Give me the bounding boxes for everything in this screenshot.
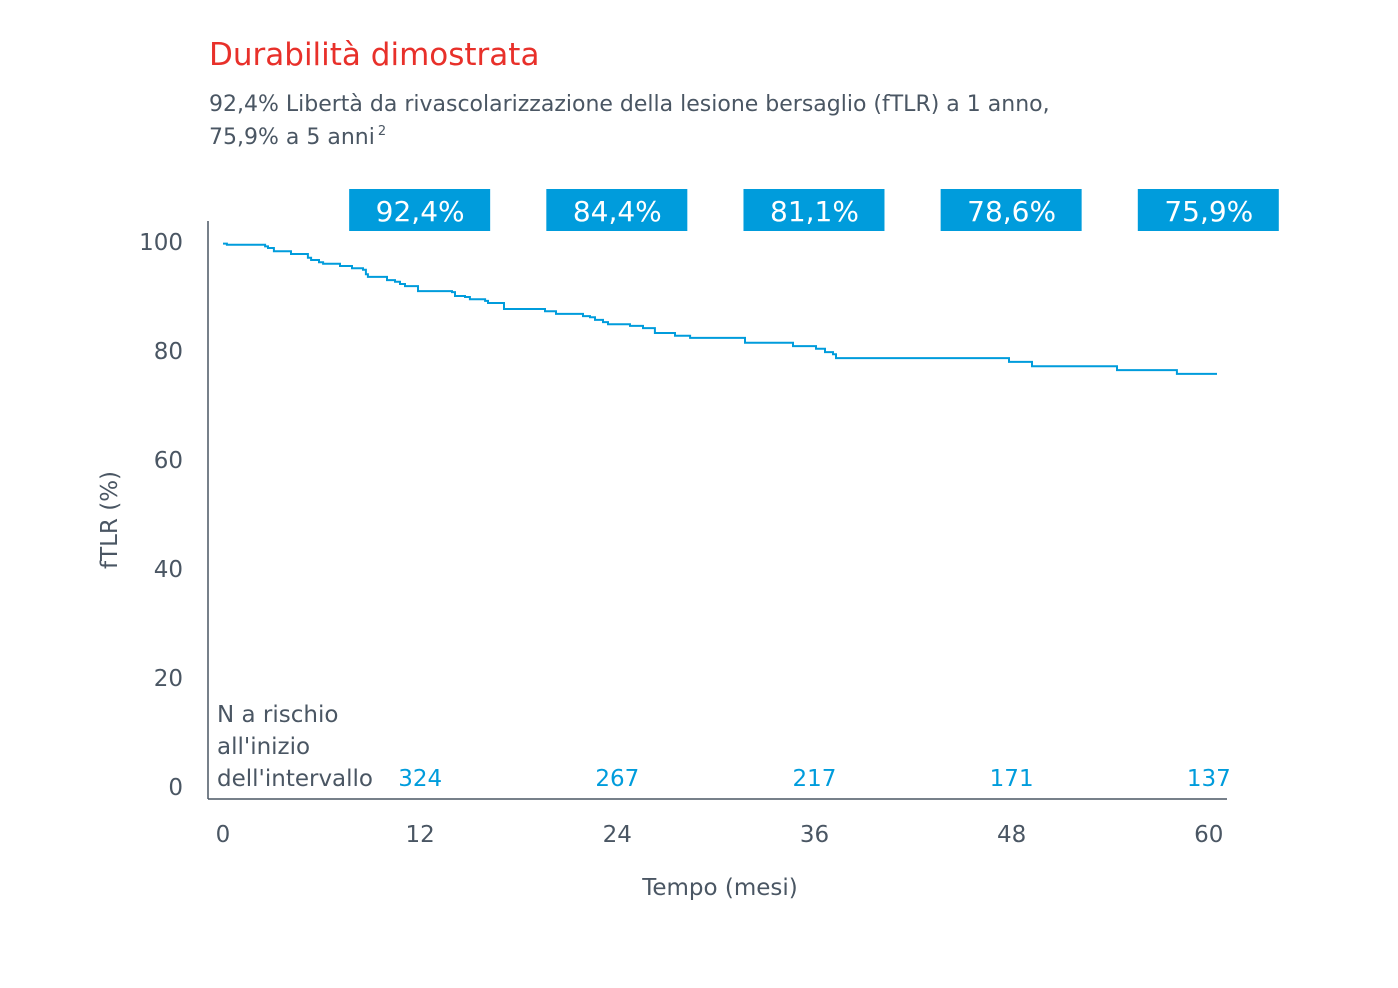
chart-subtitle-line2: 75,9% a 5 anni 2 — [209, 124, 386, 150]
chart-title: Durabilità dimostrata — [209, 37, 539, 73]
milestone-value: 92,4% — [376, 195, 465, 228]
milestone-badge: 78,6% — [940, 189, 1082, 231]
y-tick-label: 60 — [154, 448, 183, 474]
reference-superscript: 2 — [378, 124, 386, 139]
at-risk-count: 171 — [990, 766, 1034, 792]
milestone-value: 81,1% — [770, 195, 859, 228]
milestone-value: 84,4% — [573, 195, 662, 228]
y-tick-label: 20 — [154, 666, 183, 692]
at-risk-label-line3: dell'intervallo — [217, 766, 373, 792]
x-tick-label: 12 — [406, 822, 435, 848]
milestone-badge: 84,4% — [546, 189, 688, 231]
x-tick-label: 36 — [800, 822, 829, 848]
at-risk-count: 137 — [1187, 766, 1231, 792]
x-tick-label: 60 — [1194, 822, 1223, 848]
y-tick-label: 0 — [168, 775, 183, 801]
y-tick-label: 40 — [154, 557, 183, 583]
at-risk-count: 324 — [398, 766, 442, 792]
at-risk-count: 267 — [595, 766, 639, 792]
milestone-badge: 92,4% — [349, 189, 491, 231]
x-tick-label: 48 — [997, 822, 1026, 848]
milestone-badge-box — [349, 189, 491, 231]
at-risk-label-line1: N a rischio — [217, 702, 338, 728]
milestone-badge-box — [743, 189, 885, 231]
y-tick-label: 100 — [139, 230, 183, 256]
milestone-badge: 75,9% — [1137, 189, 1279, 231]
milestone-badge: 81,1% — [743, 189, 885, 231]
milestone-badge-box — [1137, 189, 1279, 231]
y-tick-label: 80 — [154, 339, 183, 365]
x-tick-label: 24 — [603, 822, 632, 848]
x-axis-label: Tempo (mesi) — [641, 875, 798, 901]
milestone-value: 75,9% — [1164, 195, 1253, 228]
at-risk-label-line2: all'inizio — [217, 734, 310, 760]
ftlr-series-line — [223, 242, 1217, 375]
milestone-badge-box — [546, 189, 688, 231]
at-risk-count: 217 — [793, 766, 837, 792]
milestone-value: 78,6% — [967, 195, 1056, 228]
chart-subtitle-line1: 92,4% Libertà da rivascolarizzazione del… — [209, 92, 1050, 117]
milestone-badge-box — [940, 189, 1082, 231]
y-axis-label: fTLR (%) — [97, 471, 123, 569]
x-tick-label: 0 — [216, 822, 231, 848]
